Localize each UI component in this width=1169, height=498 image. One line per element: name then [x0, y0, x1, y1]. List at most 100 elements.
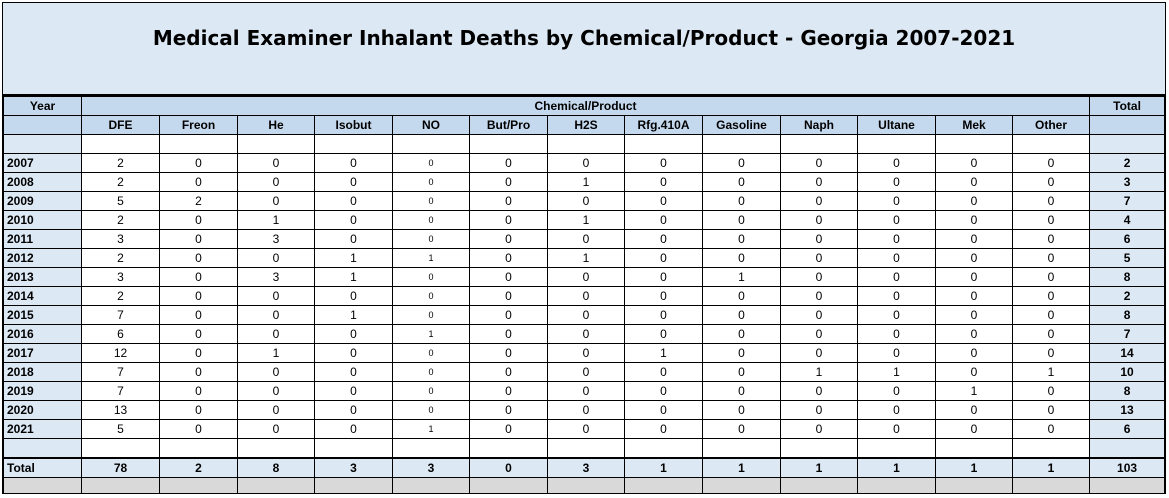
value-cell: 0 — [780, 191, 858, 211]
value-cell: 0 — [857, 305, 936, 325]
value-cell: 0 — [935, 153, 1013, 173]
blank-cell — [237, 477, 315, 493]
data-table: Year Chemical/Product Total DFE Freon He Is… — [3, 96, 1165, 493]
blank-cell — [3, 134, 82, 154]
value-cell: 0 — [935, 400, 1013, 420]
blank-cell — [547, 134, 625, 154]
value-cell: 3 — [237, 229, 315, 249]
value-cell: 0 — [624, 153, 703, 173]
value-cell: 5 — [81, 419, 160, 439]
blank-cell — [314, 477, 393, 493]
value-cell: 0 — [702, 362, 781, 382]
column-total-cell: 1 — [857, 457, 936, 478]
value-cell: 0 — [547, 267, 625, 287]
value-cell: 0 — [1011, 210, 1091, 230]
value-cell: 0 — [624, 229, 703, 249]
column-total-cell: 1 — [1011, 457, 1091, 478]
value-cell: 0 — [392, 286, 470, 306]
value-cell: 0 — [935, 362, 1013, 382]
value-cell: 0 — [392, 381, 470, 401]
value-cell: 0 — [237, 305, 315, 325]
column-header: Freon — [159, 115, 238, 135]
value-cell: 0 — [237, 419, 315, 439]
value-cell: 0 — [392, 305, 470, 325]
table-row: 2021 5 0 0 0 1 0 0 0 0 0 0 0 0 6 — [3, 419, 1165, 439]
blank-cell — [3, 438, 82, 459]
value-cell: 0 — [857, 191, 936, 211]
value-cell: 0 — [702, 248, 781, 268]
column-header: H2S — [547, 115, 625, 135]
total-header-blank — [1089, 115, 1165, 135]
value-cell: 0 — [237, 324, 315, 344]
value-cell: 1 — [624, 343, 703, 363]
value-cell: 0 — [469, 210, 548, 230]
value-cell: 0 — [857, 229, 936, 249]
value-cell: 0 — [780, 324, 858, 344]
value-cell: 0 — [624, 381, 703, 401]
blank-cell — [935, 438, 1013, 459]
value-cell: 0 — [857, 381, 936, 401]
value-cell: 0 — [935, 191, 1013, 211]
value-cell: 0 — [1011, 343, 1091, 363]
row-total-cell: 13 — [1089, 400, 1165, 420]
year-cell: 2019 — [3, 381, 82, 401]
row-total-cell: 8 — [1089, 305, 1165, 325]
column-header: DFE — [81, 115, 160, 135]
value-cell: 0 — [624, 210, 703, 230]
value-cell: 0 — [469, 191, 548, 211]
blank-cell — [81, 134, 160, 154]
value-cell: 0 — [547, 153, 625, 173]
blank-cell — [935, 134, 1013, 154]
column-header: Rfg.410A — [624, 115, 703, 135]
year-cell: 2007 — [3, 153, 82, 173]
value-cell: 2 — [81, 153, 160, 173]
value-cell: 0 — [857, 172, 936, 192]
blank-cell — [1011, 477, 1091, 493]
row-total-cell: 5 — [1089, 248, 1165, 268]
value-cell: 0 — [237, 191, 315, 211]
blank-cell — [469, 134, 548, 154]
value-cell: 0 — [237, 381, 315, 401]
blank-cell — [469, 477, 548, 493]
value-cell: 0 — [624, 172, 703, 192]
table-row: 2017 12 0 1 0 0 0 0 1 0 0 0 0 0 14 — [3, 343, 1165, 363]
header-row-group: Year Chemical/Product Total — [3, 96, 1165, 116]
year-cell: 2020 — [3, 400, 82, 420]
table-row: 2010 2 0 1 0 0 0 1 0 0 0 0 0 0 4 — [3, 210, 1165, 230]
value-cell: 0 — [702, 153, 781, 173]
value-cell: 1 — [237, 210, 315, 230]
value-cell: 0 — [780, 267, 858, 287]
value-cell: 0 — [547, 229, 625, 249]
value-cell: 5 — [81, 191, 160, 211]
value-cell: 0 — [469, 229, 548, 249]
value-cell: 3 — [237, 267, 315, 287]
value-cell: 2 — [159, 191, 238, 211]
value-cell: 0 — [469, 153, 548, 173]
column-header: Gasoline — [702, 115, 781, 135]
blank-cell — [159, 134, 238, 154]
value-cell: 0 — [702, 324, 781, 344]
blank-cell — [314, 438, 393, 459]
value-cell: 1 — [314, 305, 393, 325]
column-header: Other — [1011, 115, 1091, 135]
title-band: Medical Examiner Inhalant Deaths by Chem… — [3, 3, 1165, 96]
column-total-cell: 2 — [159, 457, 238, 478]
year-cell: 2021 — [3, 419, 82, 439]
column-header: He — [237, 115, 315, 135]
value-cell: 0 — [624, 419, 703, 439]
value-cell: 7 — [81, 305, 160, 325]
value-cell: 0 — [1011, 400, 1091, 420]
value-cell: 1 — [314, 248, 393, 268]
value-cell: 6 — [81, 324, 160, 344]
value-cell: 0 — [857, 267, 936, 287]
value-cell: 0 — [780, 286, 858, 306]
row-total-cell: 8 — [1089, 381, 1165, 401]
value-cell: 0 — [392, 400, 470, 420]
value-cell: 0 — [314, 153, 393, 173]
blank-cell — [702, 477, 781, 493]
blank-cell — [314, 134, 393, 154]
value-cell: 2 — [81, 248, 160, 268]
value-cell: 0 — [469, 267, 548, 287]
value-cell: 0 — [1011, 419, 1091, 439]
